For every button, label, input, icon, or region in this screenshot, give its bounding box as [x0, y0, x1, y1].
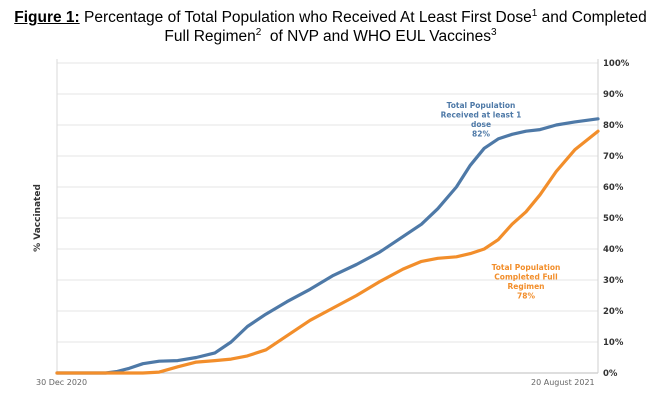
chart-title: Figure 1: Percentage of Total Population…	[0, 8, 661, 46]
y-tick-label: 100%	[603, 59, 630, 69]
y-tick-label: 90%	[603, 90, 624, 100]
y-tick-label: 0%	[603, 369, 618, 379]
y-tick-label: 40%	[603, 245, 624, 255]
x-end-label: 20 August 2021	[531, 378, 595, 387]
y-tick-label: 10%	[603, 338, 624, 348]
title-text-3: Full Regimen	[164, 28, 256, 45]
footnote-marker-3: 3	[491, 26, 497, 38]
annotation-full_regimen: 78%	[517, 292, 535, 301]
y-tick-label: 80%	[603, 121, 624, 131]
figure-label: Figure 1:	[14, 9, 80, 26]
chart-title-line-1: Figure 1: Percentage of Total Population…	[0, 8, 661, 27]
y-tick-label: 30%	[603, 276, 624, 286]
title-text-1: Percentage of Total Population who Recei…	[79, 9, 532, 26]
annotation-first_dose: Received at least 1	[441, 111, 522, 120]
series-line-full_regimen	[55, 129, 600, 375]
annotation-first_dose: 82%	[472, 130, 490, 139]
x-start-label: 30 Dec 2020	[36, 378, 87, 387]
y-tick-label: 60%	[603, 183, 624, 193]
annotation-full_regimen: Completed Full	[494, 273, 557, 282]
footnote-marker-2: 2	[255, 26, 262, 38]
annotation-first_dose: Total Population	[447, 101, 516, 110]
title-text-4: of NVP and WHO EUL Vaccines	[261, 28, 492, 45]
series-line-first_dose	[55, 117, 600, 375]
annotation-full_regimen: Regimen	[507, 282, 544, 291]
footnote-marker-1: 1	[531, 7, 538, 19]
y-tick-label: 50%	[603, 214, 624, 224]
annotation-first_dose: dose	[471, 120, 491, 129]
chart-title-line-2: Full Regimen2 of NVP and WHO EUL Vaccine…	[0, 27, 661, 46]
annotation-full_regimen: Total Population	[492, 263, 561, 272]
y-tick-label: 20%	[603, 307, 624, 317]
title-text-2: and Completed	[537, 9, 647, 26]
y-tick-label: 70%	[603, 152, 624, 162]
y-axis-title: % Vaccinated	[33, 184, 43, 252]
